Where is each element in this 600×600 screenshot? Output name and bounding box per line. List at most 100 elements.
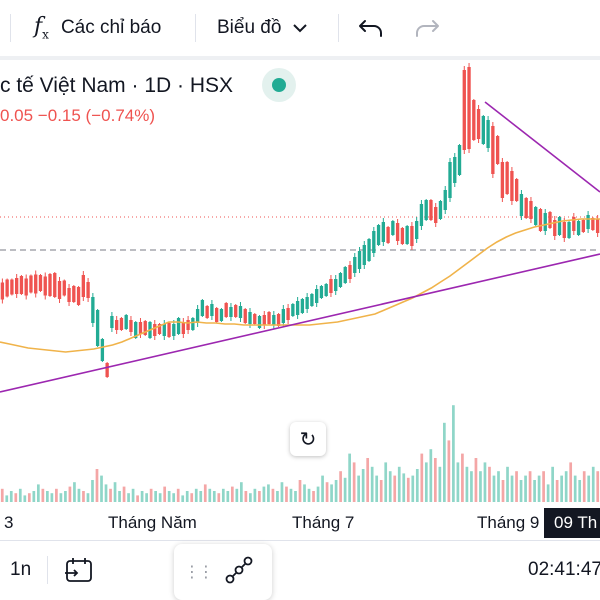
volume-bar xyxy=(185,491,189,502)
volume-bar xyxy=(208,488,212,502)
candle xyxy=(29,275,33,293)
volume-bar xyxy=(122,486,126,502)
interval-button[interactable]: 1n xyxy=(10,559,32,580)
xaxis-label: Tháng 9 xyxy=(477,513,540,532)
xaxis-label: Tháng Năm xyxy=(108,513,197,532)
candle xyxy=(295,301,300,315)
candle xyxy=(281,309,285,323)
support-trendline[interactable] xyxy=(0,253,600,393)
candle xyxy=(472,100,476,140)
resistance-trendline[interactable] xyxy=(484,101,600,193)
volume-bar xyxy=(271,488,275,502)
top-toolbar xyxy=(0,0,600,56)
volume-bar xyxy=(194,488,198,502)
volume-bar xyxy=(18,488,22,502)
volume-bar xyxy=(280,482,284,502)
trendline-tool-icon xyxy=(225,556,253,584)
volume-bar xyxy=(393,475,397,502)
volume-bar xyxy=(402,473,406,502)
volume-bar xyxy=(330,484,333,502)
volume-bar xyxy=(154,491,157,502)
time-axis-border xyxy=(0,540,600,541)
candle xyxy=(367,239,371,261)
volume-bar xyxy=(212,491,216,502)
chart-type-button[interactable]: Biểu đồ xyxy=(217,0,308,56)
volume-bar xyxy=(285,486,288,502)
chart-type-label: Biểu đồ xyxy=(217,17,282,38)
volume-bars xyxy=(0,405,600,502)
candle xyxy=(372,231,376,253)
candle xyxy=(57,281,62,299)
candle xyxy=(43,276,47,296)
candle xyxy=(234,305,238,317)
candle xyxy=(591,218,595,230)
indicators-button[interactable]: fx Các chỉ báo xyxy=(34,0,161,56)
undo-icon xyxy=(359,20,382,37)
volume-bar xyxy=(289,488,293,502)
redo-button[interactable] xyxy=(414,0,440,56)
volume-bar xyxy=(190,493,194,502)
volume-bar xyxy=(537,475,541,502)
candle xyxy=(181,322,185,334)
volume-bar xyxy=(415,469,419,502)
volume-bar xyxy=(36,484,40,502)
candle xyxy=(424,200,428,220)
bottom-separator xyxy=(47,556,48,584)
candle xyxy=(200,300,205,316)
volume-bar xyxy=(515,471,518,502)
candle xyxy=(467,67,471,149)
volume-bar xyxy=(46,491,49,502)
market-status-indicator[interactable] xyxy=(262,68,296,102)
fx-icon: fx xyxy=(34,14,49,42)
candle xyxy=(243,309,247,323)
price-chart[interactable] xyxy=(0,60,600,508)
candle xyxy=(72,286,76,302)
candle xyxy=(305,297,309,309)
candle xyxy=(586,215,590,229)
candle xyxy=(510,171,514,201)
price-change: 0.05 −0.15 (−0.74%) xyxy=(0,106,156,125)
reset-chart-button[interactable]: ↻ xyxy=(290,422,326,456)
volume-bar xyxy=(357,475,360,502)
volume-bar xyxy=(5,495,9,502)
volume-bar xyxy=(519,480,523,502)
candle xyxy=(534,207,538,225)
candle xyxy=(210,304,214,316)
volume-bar xyxy=(27,493,31,502)
volume-bar xyxy=(379,480,383,502)
candle xyxy=(343,267,347,283)
drag-handle-icon[interactable]: ⋮⋮ xyxy=(184,564,214,581)
volume-bar xyxy=(109,488,112,502)
volume-bar xyxy=(343,477,347,502)
volume-bar xyxy=(316,486,320,502)
volume-bar xyxy=(375,475,379,502)
volume-bar xyxy=(564,471,568,502)
candle xyxy=(572,217,576,231)
undo-button[interactable] xyxy=(358,0,384,56)
volume-bar xyxy=(312,491,315,502)
candle xyxy=(267,312,271,324)
volume-bar xyxy=(307,488,311,502)
candle xyxy=(319,286,324,298)
candle xyxy=(419,204,424,226)
volume-bar xyxy=(433,458,437,502)
candle xyxy=(557,217,562,235)
volume-bar xyxy=(560,475,564,502)
volume-bar xyxy=(172,493,176,502)
volume-bar xyxy=(59,493,63,502)
volume-bar xyxy=(352,462,356,502)
candle xyxy=(34,274,38,294)
drawing-tool-panel[interactable] xyxy=(174,544,272,600)
candle xyxy=(334,279,338,291)
volume-bar xyxy=(483,462,487,502)
candle xyxy=(262,315,266,325)
volume-bar xyxy=(325,482,329,502)
candle xyxy=(157,324,162,334)
trendline-tool-button[interactable] xyxy=(222,552,256,588)
volume-bar xyxy=(303,484,306,502)
candle xyxy=(215,308,219,322)
candle xyxy=(257,316,262,328)
candle xyxy=(415,221,419,239)
volume-bar xyxy=(203,484,207,502)
goto-date-button[interactable] xyxy=(64,552,94,588)
